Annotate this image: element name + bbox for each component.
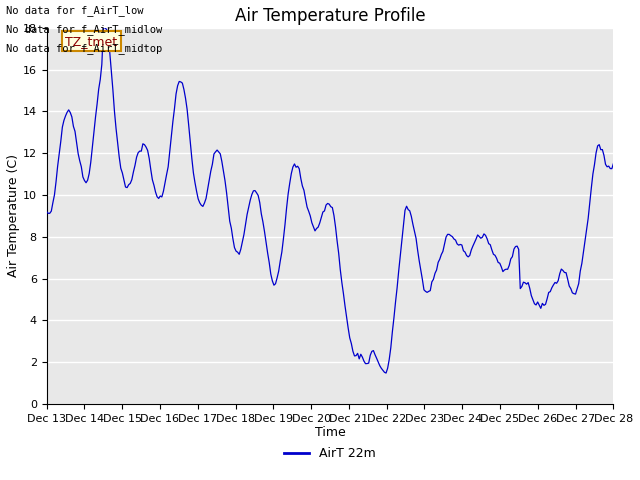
X-axis label: Time: Time — [315, 426, 346, 440]
Title: Air Temperature Profile: Air Temperature Profile — [235, 7, 426, 25]
Y-axis label: Air Temperature (C): Air Temperature (C) — [7, 155, 20, 277]
Text: No data for f_AirT_midlow: No data for f_AirT_midlow — [6, 24, 163, 35]
Text: No data for f_AirT_low: No data for f_AirT_low — [6, 5, 144, 16]
Text: No data for f_AirT_midtop: No data for f_AirT_midtop — [6, 43, 163, 54]
Text: TZ_tmet: TZ_tmet — [65, 35, 118, 48]
Legend: AirT 22m: AirT 22m — [279, 443, 381, 466]
